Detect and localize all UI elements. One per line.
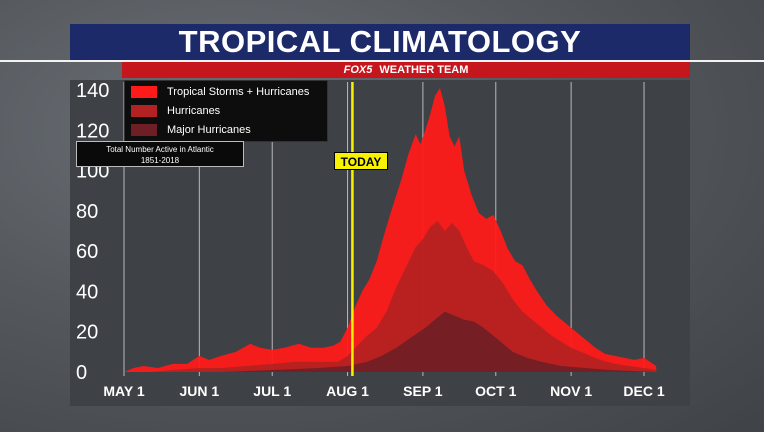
legend-swatch-hurricanes — [131, 105, 157, 117]
x-tick-label: NOV 1 — [550, 383, 592, 399]
note-line-1: Total Number Active in Atlantic — [106, 145, 214, 154]
legend-swatch-major-hurricanes — [131, 124, 157, 136]
chart-title: TROPICAL CLIMATOLOGY — [70, 24, 690, 60]
x-tick-label: SEP 1 — [403, 383, 443, 399]
legend-item-tropical-storms: Tropical Storms + Hurricanes — [131, 85, 321, 99]
y-tick-label: 40 — [76, 281, 98, 303]
legend-label: Hurricanes — [167, 105, 221, 117]
subtitle-bar: FOX5 WEATHER TEAM — [122, 62, 690, 78]
x-tick-label: MAY 1 — [103, 383, 144, 399]
legend-item-hurricanes: Hurricanes — [131, 104, 321, 118]
area-series-2 — [124, 220, 657, 372]
y-tick-label: 80 — [76, 201, 98, 223]
chart-note: Total Number Active in Atlantic 1851-201… — [76, 141, 244, 167]
legend-swatch-tropical-storms — [131, 86, 157, 98]
y-tick-label: 0 — [76, 362, 87, 384]
x-tick-label: AUG 1 — [326, 383, 369, 399]
legend: Tropical Storms + Hurricanes Hurricanes … — [124, 80, 328, 142]
today-marker-label: TODAY — [334, 152, 388, 170]
x-tick-label: DEC 1 — [623, 383, 664, 399]
subtitle-text: WEATHER TEAM — [379, 64, 469, 76]
area-series-3 — [124, 311, 657, 372]
brand-logo: FOX5 — [343, 64, 373, 76]
x-tick-label: OCT 1 — [475, 383, 516, 399]
x-tick-label: JUL 1 — [253, 383, 291, 399]
x-tick-label: JUN 1 — [179, 383, 219, 399]
divider-line — [0, 60, 764, 62]
legend-item-major-hurricanes: Major Hurricanes — [131, 123, 321, 137]
y-tick-label: 140 — [76, 80, 109, 102]
y-tick-label: 60 — [76, 241, 98, 263]
y-tick-label: 120 — [76, 120, 109, 142]
y-tick-label: 20 — [76, 322, 98, 344]
area-series-1 — [124, 88, 657, 372]
note-line-2: 1851-2018 — [140, 156, 180, 165]
legend-label: Major Hurricanes — [167, 124, 251, 136]
legend-label: Tropical Storms + Hurricanes — [167, 86, 310, 98]
